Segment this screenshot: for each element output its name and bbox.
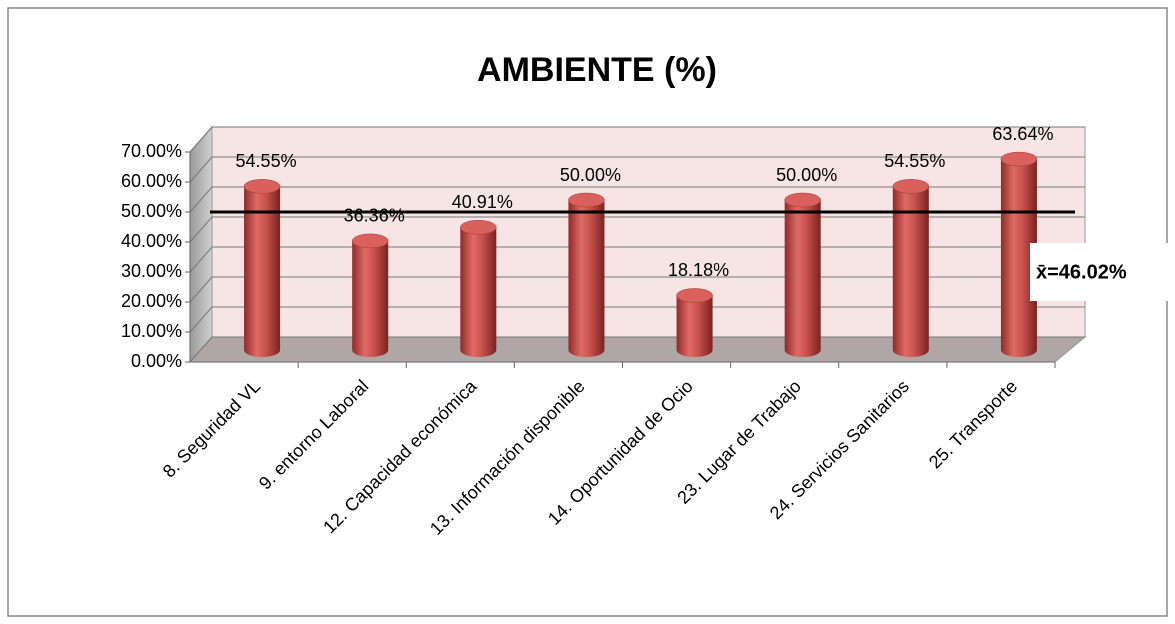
data-label: 50.00% <box>776 165 837 185</box>
data-label: 36.36% <box>344 206 405 226</box>
data-label: 40.91% <box>452 192 513 212</box>
bar <box>892 179 930 358</box>
bar <box>460 220 497 358</box>
bar <box>784 192 821 358</box>
bar-top <box>243 179 281 194</box>
data-label: 63.64% <box>992 124 1053 144</box>
grid-line <box>189 186 1085 213</box>
y-tick-label: 0.00% <box>131 351 182 371</box>
bar-body <box>568 200 605 358</box>
y-tick-label: 40.00% <box>121 231 182 251</box>
bar-top <box>892 179 930 194</box>
data-label: 54.55% <box>236 151 297 171</box>
y-tick-label: 20.00% <box>121 291 182 311</box>
data-label: 54.55% <box>884 151 945 171</box>
bar-top <box>784 192 821 208</box>
mean-annotation: x̄=46.02% <box>1036 261 1127 283</box>
y-tick-label: 50.00% <box>121 201 182 221</box>
bar-body <box>676 295 713 358</box>
bar-body <box>1000 159 1037 358</box>
y-tick-label: 60.00% <box>121 171 182 191</box>
data-label: 50.00% <box>560 165 621 185</box>
bar-body <box>784 200 821 358</box>
bar <box>351 233 389 358</box>
side-wall <box>189 125 213 364</box>
bar-body <box>892 186 929 358</box>
bar <box>676 288 713 358</box>
bar-top <box>676 288 713 303</box>
back-wall <box>211 126 1086 338</box>
bar-body <box>244 186 281 358</box>
bar <box>243 179 281 358</box>
y-tick-label: 70.00% <box>121 141 182 161</box>
bar-top <box>460 220 497 235</box>
y-tick-label: 10.00% <box>121 321 182 341</box>
data-label: 18.18% <box>668 260 729 280</box>
bar <box>1000 151 1038 358</box>
chart-title: AMBIENTE (%) <box>477 51 717 89</box>
bar-top <box>351 233 389 249</box>
bar <box>568 192 605 358</box>
bar-top <box>568 192 605 208</box>
floor <box>188 336 1087 363</box>
grid-line <box>189 126 1085 153</box>
bar-body <box>352 240 389 358</box>
bar-body <box>460 227 497 358</box>
grid-line <box>189 156 1085 183</box>
y-tick-label: 30.00% <box>121 261 182 281</box>
bar-top <box>1000 151 1038 167</box>
annotation-box <box>1030 243 1175 301</box>
